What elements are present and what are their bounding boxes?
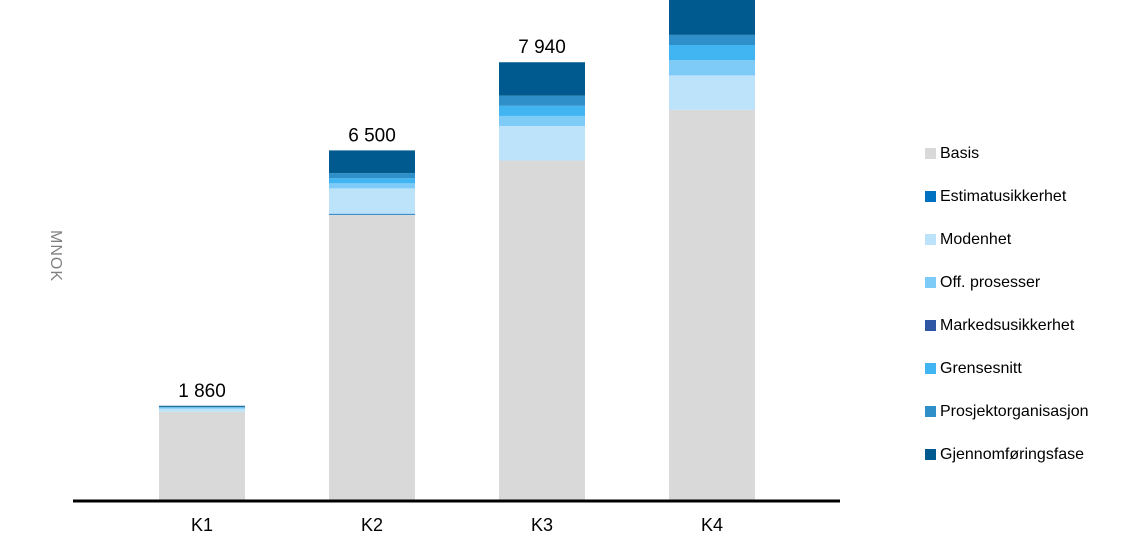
legend-item: Modenhet — [925, 218, 1089, 261]
bar-segment-k2-1 — [329, 213, 415, 215]
bar-segment-k4-7 — [669, 0, 755, 35]
bar-segment-k4-3 — [669, 60, 755, 76]
legend-item: Prosjektorganisasjon — [925, 390, 1089, 433]
legend-swatch — [925, 277, 936, 288]
legend-item: Basis — [925, 132, 1089, 175]
bar-segment-k1-6 — [159, 406, 245, 408]
bar-segment-k1-0 — [159, 411, 245, 500]
bar-segment-k1-3 — [159, 407, 245, 409]
total-label-k3: 7 940 — [518, 37, 566, 58]
bar-segment-k1-2 — [159, 408, 245, 412]
legend-label: Off. prosesser — [940, 273, 1041, 291]
bar-segment-k2-0 — [329, 214, 415, 500]
y-axis-label: MNOK — [47, 230, 64, 282]
bar-segment-k3-6 — [499, 95, 585, 106]
bar-segment-k2-7 — [329, 150, 415, 174]
bar-segment-k3-0 — [499, 160, 585, 501]
bar-segment-k3-5 — [499, 105, 585, 116]
legend-swatch — [925, 406, 936, 417]
legend-swatch — [925, 148, 936, 159]
total-label-k2: 6 500 — [348, 125, 396, 146]
legend-label: Basis — [940, 144, 980, 162]
legend-swatch — [925, 320, 936, 331]
legend-label: Modenhet — [940, 230, 1012, 248]
legend-swatch — [925, 191, 936, 202]
legend-swatch — [925, 234, 936, 245]
legend-swatch — [925, 449, 936, 460]
bar-segment-k3-3 — [499, 115, 585, 127]
bar-segment-k1-5 — [159, 407, 245, 408]
legend: Basis Estimatusikkerhet Modenhet Off. prose… — [925, 132, 1089, 476]
bar-segment-k2-5 — [329, 178, 415, 184]
legend-swatch — [925, 363, 936, 374]
legend-label: Gjennomføringsfase — [940, 445, 1085, 463]
legend-item: Gjennomføringsfase — [925, 433, 1089, 476]
bar-segment-k4-2 — [669, 75, 755, 110]
bar-segment-k4-0 — [669, 109, 755, 500]
x-tick-k1: K1 — [191, 515, 213, 535]
legend-label: Estimatusikkerhet — [940, 187, 1067, 205]
legend-label: Markedsusikkerhet — [940, 316, 1075, 334]
x-tick-k4: K4 — [701, 515, 723, 535]
x-tick-k2: K2 — [361, 515, 383, 535]
bar-segment-k3-2 — [499, 126, 585, 161]
bar-segment-k2-2 — [329, 188, 415, 214]
legend-label: Prosjektorganisasjon — [940, 402, 1089, 420]
x-tick-labels: K1 K2 K3 K4 — [191, 515, 723, 535]
legend-item: Off. prosesser — [925, 261, 1089, 304]
legend-label: Grensesnitt — [940, 359, 1022, 377]
legend-item: Grensesnitt — [925, 347, 1089, 390]
bar-segment-k4-5 — [669, 45, 755, 61]
legend-item: Markedsusikkerhet — [925, 304, 1089, 347]
bar-segment-k2-6 — [329, 173, 415, 179]
bar-segment-k4-6 — [669, 34, 755, 46]
total-label-k1: 1 860 — [178, 381, 226, 402]
x-tick-k3: K3 — [531, 515, 553, 535]
bar-segment-k1-7 — [159, 405, 245, 407]
bar-segment-k3-7 — [499, 62, 585, 96]
legend-item: Estimatusikkerhet — [925, 175, 1089, 218]
bars-group — [159, 0, 755, 501]
bar-segment-k2-3 — [329, 183, 415, 189]
